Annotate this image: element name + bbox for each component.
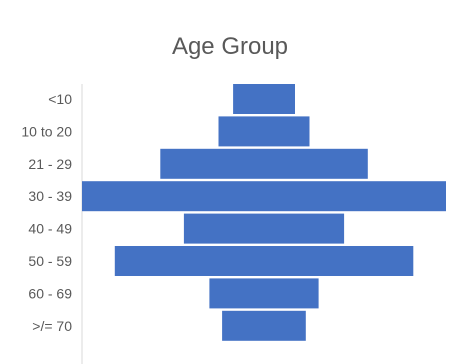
category-labels-group: <10 10 to 20 21 - 29 30 - 39 40 - 49 50 - 59 6…	[21, 91, 72, 334]
bars-group	[82, 84, 446, 341]
bar-1	[218, 116, 310, 147]
category-label-6: 60 - 69	[28, 285, 72, 301]
bar-3	[82, 181, 446, 212]
bar-7	[222, 310, 306, 341]
chart-title: Age Group	[172, 33, 288, 60]
category-label-0: <10	[48, 91, 72, 107]
category-label-2: 21 - 29	[28, 156, 72, 172]
category-label-5: 50 - 59	[28, 253, 72, 269]
category-label-1: 10 to 20	[21, 123, 72, 139]
bar-5	[114, 246, 414, 276]
bar-2	[160, 148, 368, 179]
bar-6	[209, 278, 319, 309]
category-label-3: 30 - 39	[28, 188, 72, 204]
category-label-4: 40 - 49	[28, 221, 72, 237]
bar-4	[183, 213, 345, 244]
bar-0	[233, 84, 295, 114]
category-label-7: >/= 70	[32, 318, 72, 334]
